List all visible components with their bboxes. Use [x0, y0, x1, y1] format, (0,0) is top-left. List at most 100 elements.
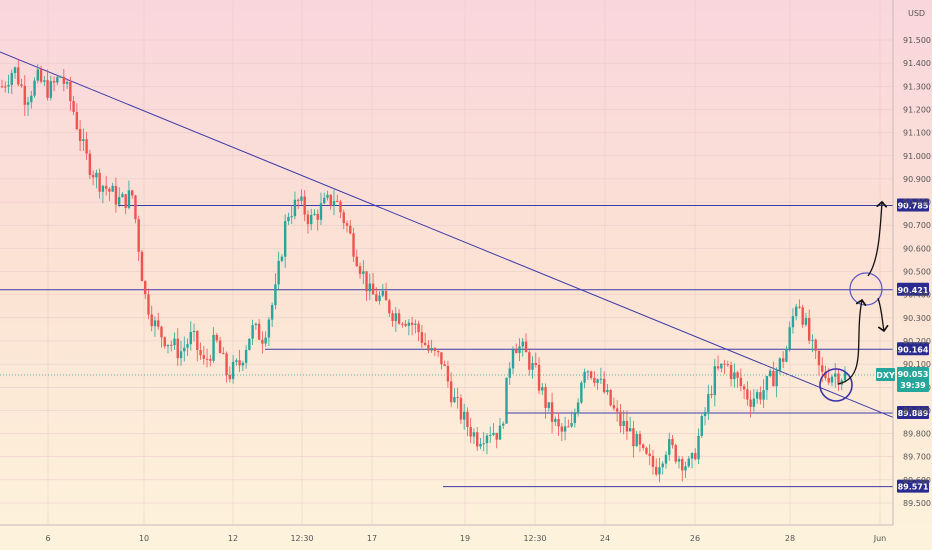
candle-body — [352, 233, 355, 257]
candle-body — [563, 426, 567, 432]
y-tick-label: 90.900 — [903, 175, 931, 184]
candle-body — [768, 370, 772, 377]
candle-body — [72, 101, 75, 112]
candle-body — [401, 323, 404, 325]
candle-body — [668, 439, 671, 455]
candle-body — [59, 76, 62, 78]
candle-body — [23, 85, 26, 105]
candle-body — [313, 213, 316, 215]
candle-body — [648, 453, 651, 456]
price-badge — [897, 366, 929, 392]
candle-body — [69, 82, 72, 102]
y-tick-label: 90.300 — [903, 314, 931, 323]
arrow-up-to-target[interactable] — [867, 202, 882, 277]
trendline[interactable] — [0, 51, 894, 418]
candle-body — [599, 378, 603, 380]
y-axis[interactable]: 91.500 91.400 91.300 91.200 91.100 91.000 90.9… — [892, 0, 931, 525]
candle-body — [628, 428, 632, 432]
candle-body — [479, 443, 482, 447]
candle-body — [508, 368, 511, 378]
candle-body — [837, 373, 840, 385]
candle-body — [65, 82, 69, 84]
candle-body — [576, 402, 580, 414]
candle-body — [436, 350, 440, 353]
candle-body — [82, 139, 85, 142]
candle-body — [355, 256, 358, 267]
arrow-up-from-low[interactable] — [837, 300, 862, 385]
candle-body — [453, 397, 456, 403]
candle-body — [332, 200, 336, 206]
candle-body — [788, 327, 791, 349]
x-tick-label: Jun — [873, 534, 887, 543]
y-tick-label: 91.300 — [903, 82, 931, 91]
candle-body — [30, 95, 33, 103]
level-badge-label: 90.164 — [898, 345, 929, 354]
candle-body — [163, 337, 166, 347]
candle-body — [173, 338, 176, 346]
candle-body — [303, 196, 306, 215]
candle-body — [615, 408, 619, 412]
y-tick-label: 91.200 — [903, 105, 931, 114]
candle-body — [88, 153, 92, 175]
candle-body — [218, 340, 222, 354]
candles — [0, 59, 847, 483]
candle-body — [485, 435, 489, 444]
candle-body — [130, 190, 134, 196]
y-tick-label: 91.500 — [903, 36, 931, 45]
candle-body — [362, 271, 365, 274]
annotations[interactable] — [819, 202, 884, 402]
candle-body — [293, 199, 297, 217]
candle-body — [642, 444, 645, 449]
y-tick-label: 90.100 — [903, 360, 931, 369]
candle-body — [170, 344, 173, 346]
level-badge-label: 90.421 — [898, 286, 929, 295]
candle-body — [225, 353, 228, 376]
trendline-group[interactable] — [0, 51, 894, 418]
candle-body — [264, 337, 267, 344]
candle-body — [567, 426, 570, 428]
candle-body — [209, 359, 212, 361]
horizontal-levels[interactable]: 90.785 90.421 90.164 89.889 89.571 — [0, 198, 929, 493]
arrow-pullback[interactable] — [877, 297, 884, 331]
candle-body — [176, 338, 179, 359]
symbol-badge — [876, 367, 895, 381]
candle-body — [690, 453, 694, 459]
candle-body — [827, 377, 830, 383]
candle-body — [440, 352, 443, 365]
candle-body — [661, 463, 664, 468]
candle-body — [759, 392, 762, 400]
candle-body — [179, 351, 183, 359]
candle-body — [804, 317, 808, 325]
candle-body — [124, 194, 127, 208]
candle-body — [713, 366, 717, 396]
candle-body — [645, 448, 648, 454]
candle-body — [420, 332, 424, 343]
candle-body — [472, 432, 476, 437]
candle-body — [251, 325, 254, 339]
candle-body — [772, 370, 775, 387]
candle-body — [287, 216, 290, 222]
candle-body — [388, 300, 391, 314]
lower-circle-annotation[interactable] — [819, 368, 853, 402]
candle-body — [821, 365, 824, 372]
candle-body — [117, 197, 121, 205]
candle-body — [326, 194, 329, 198]
candle-body — [121, 194, 124, 198]
candle-body — [687, 458, 690, 467]
candle-body — [310, 214, 313, 225]
candle-body — [462, 411, 466, 420]
candle-body — [283, 221, 287, 257]
candle-body — [557, 418, 560, 427]
candle-body — [166, 344, 170, 347]
candle-body — [186, 344, 189, 348]
candle-body — [368, 283, 371, 292]
candle-body — [609, 390, 612, 406]
candle-body — [541, 387, 544, 391]
candle-body — [671, 439, 674, 446]
candle-body — [280, 256, 284, 261]
candle-body — [407, 322, 411, 326]
candle-body — [296, 199, 300, 201]
x-axis[interactable]: 6 10 12 12:30 17 19 12:30 24 26 28 Jun — [0, 524, 893, 543]
